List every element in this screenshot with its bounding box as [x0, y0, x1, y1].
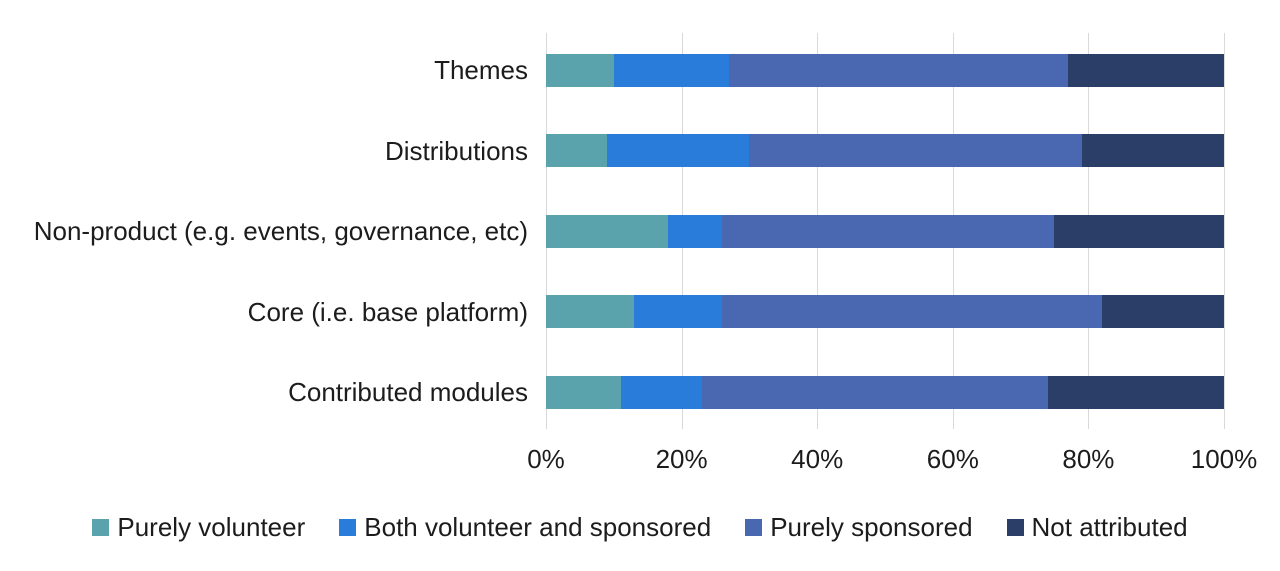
bar-segment	[546, 375, 621, 409]
legend-item: Both volunteer and sponsored	[339, 512, 711, 543]
bar-segment	[668, 214, 723, 248]
bar-segment	[634, 295, 723, 329]
x-tick-label: 40%	[791, 444, 844, 474]
legend-item: Not attributed	[1006, 512, 1188, 543]
category-label: Non-product (e.g. events, governance, et…	[33, 216, 528, 247]
bar-row	[546, 375, 1224, 409]
x-tick-label: 100%	[1190, 444, 1258, 474]
bar-segment	[546, 295, 635, 329]
category-label: Core (i.e. base platform)	[247, 296, 528, 327]
x-tick-label: 80%	[1062, 444, 1115, 474]
bar-segment	[613, 53, 730, 87]
legend-item: Purely sponsored	[745, 512, 973, 543]
bar-segment	[620, 375, 702, 409]
bar-segment	[546, 214, 669, 248]
bar-segment	[1101, 295, 1224, 329]
category-label: Distributions	[384, 135, 528, 166]
bar-segment	[1068, 53, 1224, 87]
bar-segment	[607, 134, 750, 168]
bar-row	[546, 214, 1224, 248]
legend-label: Both volunteer and sponsored	[364, 512, 712, 542]
bar-segment	[722, 295, 1102, 329]
bar-row	[546, 295, 1224, 329]
legend-label: Purely sponsored	[770, 512, 973, 542]
legend-swatch-icon	[1006, 519, 1024, 536]
legend: Purely volunteer Both volunteer and spons…	[0, 512, 1280, 543]
gridline-100	[1224, 33, 1225, 429]
bar-row	[546, 134, 1224, 168]
plot-area	[546, 33, 1225, 429]
x-tick-label: 0%	[527, 444, 565, 474]
legend-label: Purely volunteer	[117, 512, 306, 542]
x-tick-label: 60%	[926, 444, 979, 474]
bar-segment	[546, 53, 614, 87]
x-tick-label: 20%	[655, 444, 708, 474]
legend-swatch-icon	[745, 519, 763, 536]
legend-swatch-icon	[92, 519, 110, 536]
bar-segment	[1047, 375, 1224, 409]
bar-segment	[1054, 214, 1224, 248]
bar-segment	[1081, 134, 1224, 168]
legend-swatch-icon	[339, 519, 357, 536]
category-label: Contributed modules	[288, 377, 528, 408]
bar-segment	[729, 53, 1069, 87]
bar-segment	[701, 375, 1048, 409]
bar-row	[546, 53, 1224, 87]
bar-segment	[722, 214, 1055, 248]
bar-segment	[546, 134, 608, 168]
bar-segment	[749, 134, 1082, 168]
legend-label: Not attributed	[1031, 512, 1188, 542]
legend-item: Purely volunteer	[92, 512, 305, 543]
category-label: Themes	[434, 55, 528, 85]
